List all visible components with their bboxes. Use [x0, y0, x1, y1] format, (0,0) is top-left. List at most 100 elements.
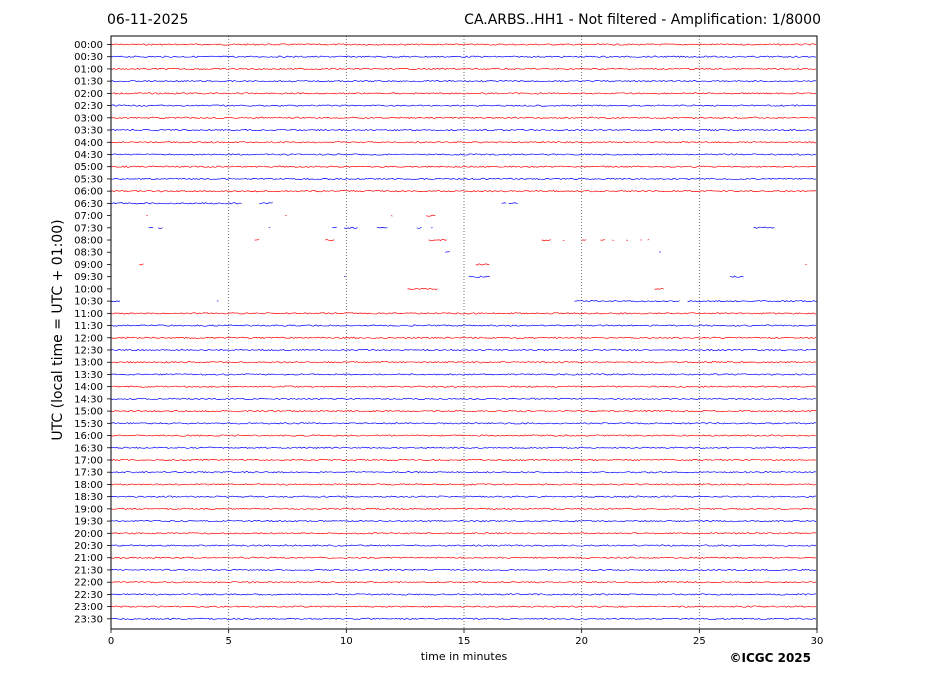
trace-line: [376, 226, 388, 229]
trace-line: [110, 348, 817, 352]
y-tick-label: 17:00: [74, 455, 103, 466]
trace-line: [407, 287, 438, 290]
trace-line: [600, 239, 606, 241]
y-tick-label: 07:30: [74, 223, 103, 234]
y-tick-label: 15:30: [74, 419, 103, 430]
trace-line: [753, 226, 775, 229]
trace-line: [110, 92, 817, 95]
y-tick-label: 12:30: [74, 346, 103, 357]
trace-line: [541, 239, 551, 241]
x-tick-label: 0: [108, 636, 114, 647]
trace-line: [332, 226, 337, 229]
trace-line: [475, 263, 490, 266]
trace-line: [687, 299, 817, 303]
y-tick-label: 20:00: [74, 529, 103, 540]
trace-line: [148, 226, 154, 229]
trace-line: [468, 275, 490, 278]
y-tick-label: 08:00: [74, 236, 103, 247]
trace-line: [110, 165, 817, 168]
trace-line: [110, 422, 817, 425]
y-tick-label: 02:00: [74, 89, 103, 100]
y-tick-label: 10:30: [74, 297, 103, 308]
y-tick-label: 04:30: [74, 150, 103, 161]
trace-line: [110, 519, 817, 523]
y-tick-label: 21:30: [74, 565, 103, 576]
trace-line: [110, 495, 817, 498]
trace-line: [110, 434, 816, 437]
y-tick-label: 02:30: [74, 101, 103, 112]
trace-line: [110, 67, 817, 71]
trace-line: [574, 300, 680, 303]
trace-line: [110, 324, 817, 327]
trace-line: [110, 532, 817, 535]
y-tick-label: 03:00: [74, 113, 103, 124]
y-tick-label: 13:00: [74, 358, 103, 369]
trace-line: [654, 288, 664, 290]
y-tick-label: 21:00: [74, 553, 103, 564]
trace-line: [581, 239, 587, 241]
trace-line: [428, 238, 447, 241]
y-tick-label: 17:30: [74, 468, 103, 479]
y-tick-label: 14:00: [74, 382, 103, 393]
x-tick-label: 25: [693, 636, 706, 647]
trace-line: [110, 593, 817, 596]
trace-line: [110, 373, 817, 376]
trace-line: [562, 239, 565, 241]
y-tick-label: 18:00: [74, 480, 103, 491]
trace-line: [501, 202, 507, 204]
y-tick-label: 01:30: [74, 77, 103, 88]
trace-line: [110, 483, 817, 486]
trace-line: [110, 605, 817, 608]
trace-line: [110, 116, 817, 119]
trace-line: [325, 239, 335, 241]
y-tick-label: 06:00: [74, 187, 103, 198]
trace-line: [729, 275, 744, 278]
y-tick-label: 05:00: [74, 162, 103, 173]
trace-line: [110, 43, 817, 46]
y-tick-label: 22:00: [74, 578, 103, 589]
y-tick-label: 18:30: [74, 492, 103, 503]
trace-line: [139, 263, 144, 266]
trace-line: [110, 446, 817, 449]
trace-line: [110, 202, 242, 205]
trace-line: [110, 312, 817, 315]
y-tick-label: 11:30: [74, 321, 103, 332]
trace-line: [110, 300, 121, 302]
date-label: 06-11-2025: [107, 12, 189, 28]
trace-line: [426, 214, 436, 217]
y-tick-label: 07:00: [74, 211, 103, 222]
trace-line: [110, 55, 817, 58]
trace-line: [110, 556, 817, 559]
trace-line: [110, 153, 817, 156]
y-tick-label: 20:30: [74, 541, 103, 552]
trace-line: [110, 397, 817, 400]
x-tick-label: 15: [458, 636, 471, 647]
trace-line: [110, 471, 817, 474]
y-tick-label: 00:00: [74, 40, 103, 51]
y-tick-label: 23:00: [74, 602, 103, 613]
y-tick-label: 19:00: [74, 504, 103, 515]
trace-line: [110, 141, 817, 144]
y-tick-label: 23:30: [74, 614, 103, 625]
y-tick-label: 19:30: [74, 517, 103, 528]
y-tick-label: 01:00: [74, 64, 103, 75]
trace-line: [110, 336, 817, 339]
y-tick-label: 00:30: [74, 52, 103, 63]
trace-line: [110, 79, 817, 83]
trace-line: [110, 507, 817, 510]
y-tick-label: 05:30: [74, 174, 103, 185]
trace-line: [110, 177, 817, 181]
x-axis-label: time in minutes: [420, 650, 508, 663]
trace-line: [110, 104, 817, 107]
trace-line: [110, 544, 817, 547]
y-tick-label: 09:30: [74, 272, 103, 283]
x-tick-label: 10: [340, 636, 353, 647]
y-tick-label: 08:30: [74, 248, 103, 259]
trace-line: [416, 226, 422, 229]
trace-line: [110, 385, 817, 388]
trace-line: [343, 226, 358, 229]
x-tick-label: 5: [225, 636, 231, 647]
y-tick-label: 10:00: [74, 284, 103, 295]
chart-title: CA.ARBS..HH1 - Not filtered - Amplificat…: [464, 12, 821, 28]
copyright-label: ©ICGC 2025: [729, 651, 811, 665]
